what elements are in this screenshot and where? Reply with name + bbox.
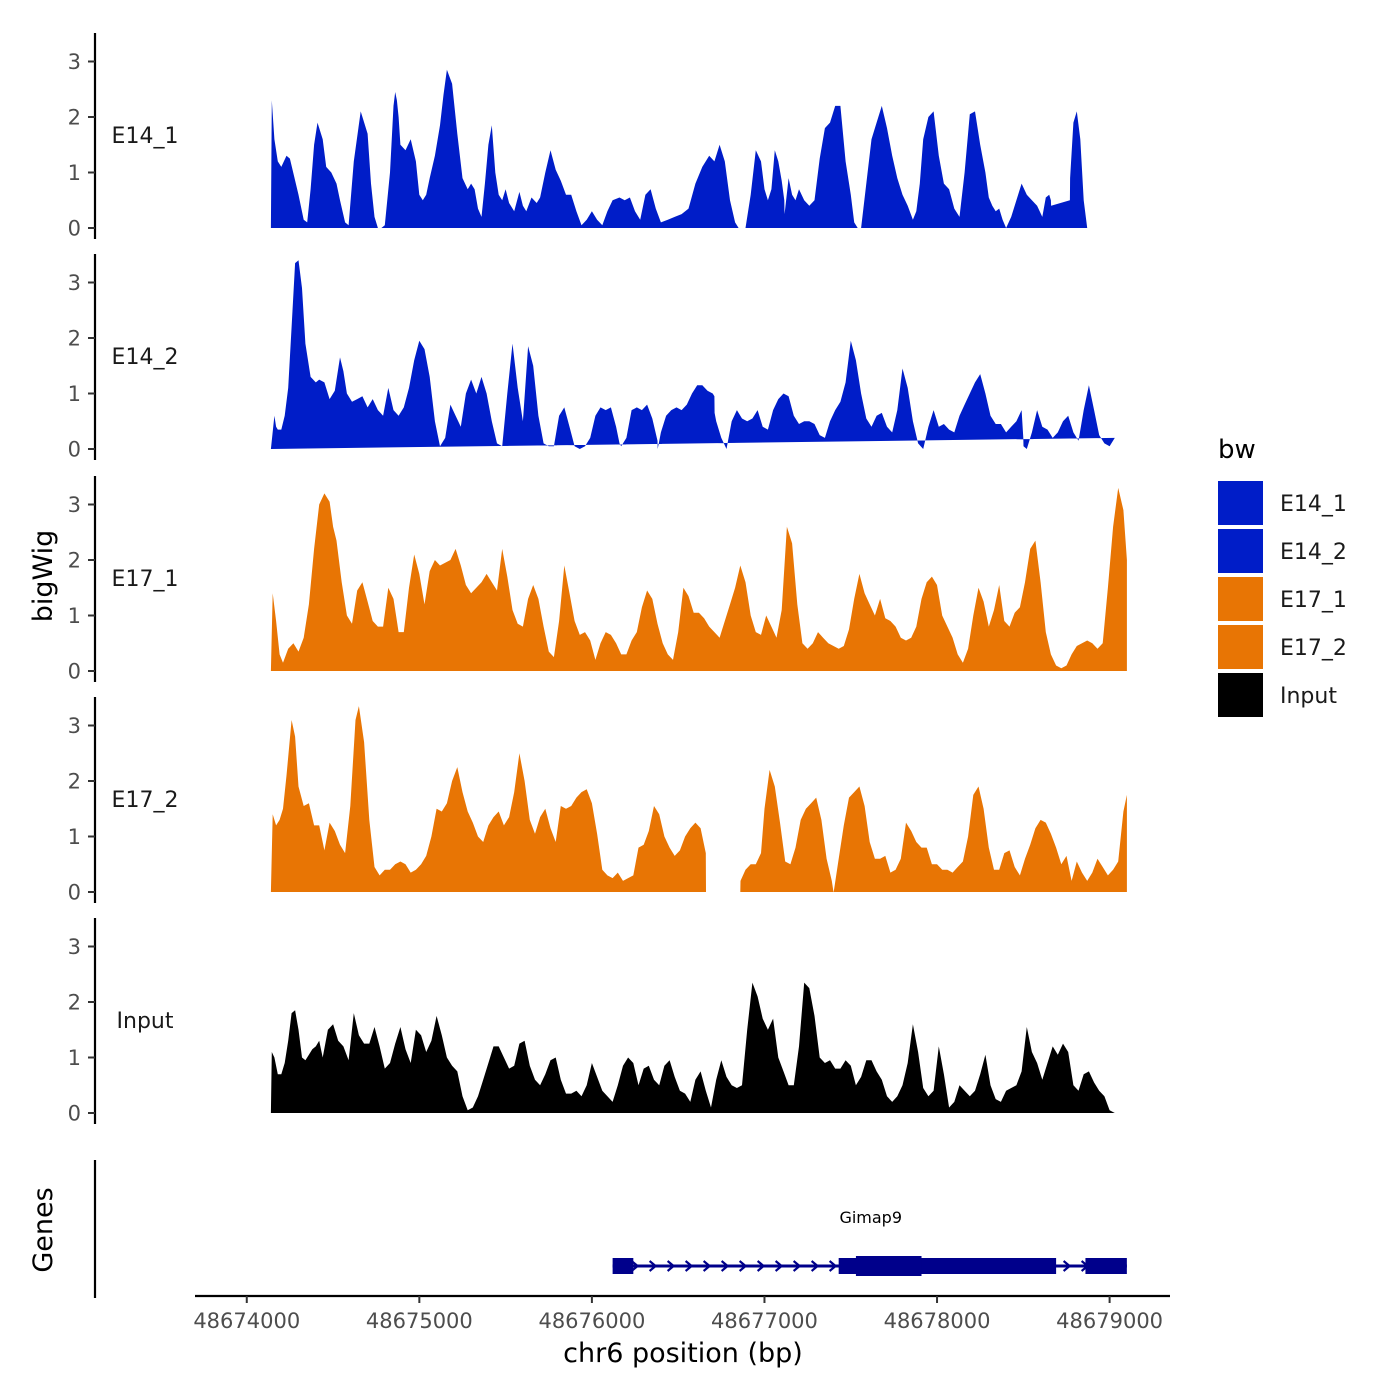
signal-area-e17-1 — [270, 487, 1127, 671]
legend-swatch — [1218, 625, 1263, 669]
signal-area-e17-2 — [270, 706, 1127, 892]
x-tick-label: 48676000 — [538, 1309, 645, 1333]
legend-swatch — [1218, 577, 1263, 621]
strand-arrow — [684, 1260, 694, 1272]
gene-track: Gimap9 — [93, 1160, 1127, 1298]
y-tick-label: 3 — [68, 714, 81, 738]
track-label: Input — [117, 1009, 174, 1034]
legend-label: E14_2 — [1280, 540, 1347, 565]
legend-label: E14_1 — [1280, 492, 1347, 517]
track-label: E17_1 — [112, 567, 179, 592]
y-tick-label: 2 — [68, 327, 81, 351]
strand-arrow — [756, 1260, 766, 1272]
y-tick-label: 3 — [68, 493, 81, 517]
legend-swatch — [1218, 673, 1263, 717]
gene-gimap9: Gimap9 — [612, 1208, 1127, 1276]
legend-swatch — [1218, 481, 1263, 525]
gene-exon-thick — [855, 1256, 922, 1276]
y-tick-label: 3 — [68, 935, 81, 959]
y-axis-title-genes: Genes — [28, 1187, 59, 1272]
x-axis: 48674000 48675000 48676000 48677000 48678000… — [193, 1294, 1170, 1333]
x-tick-label: 48675000 — [366, 1309, 473, 1333]
x-tick-label: 48674000 — [193, 1309, 300, 1333]
legend-item-e14-2: E14_2 — [1218, 529, 1347, 573]
legend-item-input: Input — [1218, 673, 1337, 717]
legend-label: Input — [1280, 684, 1337, 709]
y-tick-label: 0 — [68, 217, 81, 241]
legend-item-e14-1: E14_1 — [1218, 481, 1347, 525]
strand-arrow — [774, 1260, 784, 1272]
track-e17-1: 0 1 2 3 E17_1 — [68, 476, 1127, 684]
legend-item-e17-2: E17_2 — [1218, 625, 1347, 669]
y-tick-label: 2 — [68, 991, 81, 1015]
y-tick-label: 2 — [68, 549, 81, 573]
y-tick-label: 1 — [68, 1046, 81, 1070]
track-e17-2: 0 1 2 3 E17_2 — [68, 697, 1127, 905]
gene-exon — [1085, 1258, 1127, 1274]
legend-title: bw — [1218, 435, 1256, 465]
legend-swatch — [1218, 529, 1263, 573]
y-tick-label: 0 — [68, 881, 81, 905]
x-tick-label: 48679000 — [1056, 1309, 1163, 1333]
strand-arrow — [720, 1260, 730, 1272]
y-tick-label: 0 — [68, 1102, 81, 1126]
strand-arrow — [630, 1260, 640, 1272]
legend-label: E17_2 — [1280, 636, 1347, 661]
gene-name-label: Gimap9 — [839, 1208, 902, 1227]
signal-area-input — [270, 982, 1115, 1113]
y-tick-label: 1 — [68, 161, 81, 185]
y-axis-title-bigwig: bigWig — [28, 530, 59, 623]
gene-exon — [612, 1258, 634, 1274]
legend-label: E17_1 — [1280, 588, 1347, 613]
strand-arrow — [738, 1260, 748, 1272]
strand-arrow — [792, 1260, 802, 1272]
x-tick-label: 48678000 — [884, 1309, 991, 1333]
strand-arrow — [648, 1260, 658, 1272]
y-tick-label: 3 — [68, 271, 81, 295]
y-tick-label: 1 — [68, 825, 81, 849]
signal-area-e14-2 — [270, 260, 1115, 449]
y-tick-label: 1 — [68, 604, 81, 628]
strand-arrow — [702, 1260, 712, 1272]
strand-arrow — [828, 1260, 838, 1272]
legend: bw E14_1 E14_2 E17_1 E17_2 Input — [1218, 435, 1347, 717]
strand-arrow — [1062, 1260, 1072, 1272]
y-tick-label: 2 — [68, 770, 81, 794]
y-tick-label: 0 — [68, 438, 81, 462]
track-e14-2: 0 1 2 3 E14_2 — [68, 254, 1115, 462]
x-tick-label: 48677000 — [711, 1309, 818, 1333]
y-tick-label: 2 — [68, 106, 81, 130]
y-tick-label: 0 — [68, 660, 81, 684]
track-label: E14_1 — [112, 124, 179, 149]
strand-arrow — [810, 1260, 820, 1272]
track-label: E14_2 — [112, 345, 179, 370]
legend-item-e17-1: E17_1 — [1218, 577, 1347, 621]
strand-arrow — [666, 1260, 676, 1272]
signal-area-e14-1 — [270, 69, 1088, 228]
track-e14-1: 0 1 2 3 E14_1 — [68, 33, 1088, 241]
track-label: E17_2 — [112, 788, 179, 813]
track-input: 0 1 2 3 Input — [68, 918, 1115, 1126]
y-tick-label: 3 — [68, 50, 81, 74]
y-tick-label: 1 — [68, 382, 81, 406]
x-axis-title: chr6 position (bp) — [563, 1338, 803, 1369]
bigwig-tracks: 0 1 2 3 E14_1 0 1 2 3 E14_2 0 1 2 3 E17_1 0 1 2 3 E17_2 0 1 2 3… — [68, 33, 1127, 1126]
